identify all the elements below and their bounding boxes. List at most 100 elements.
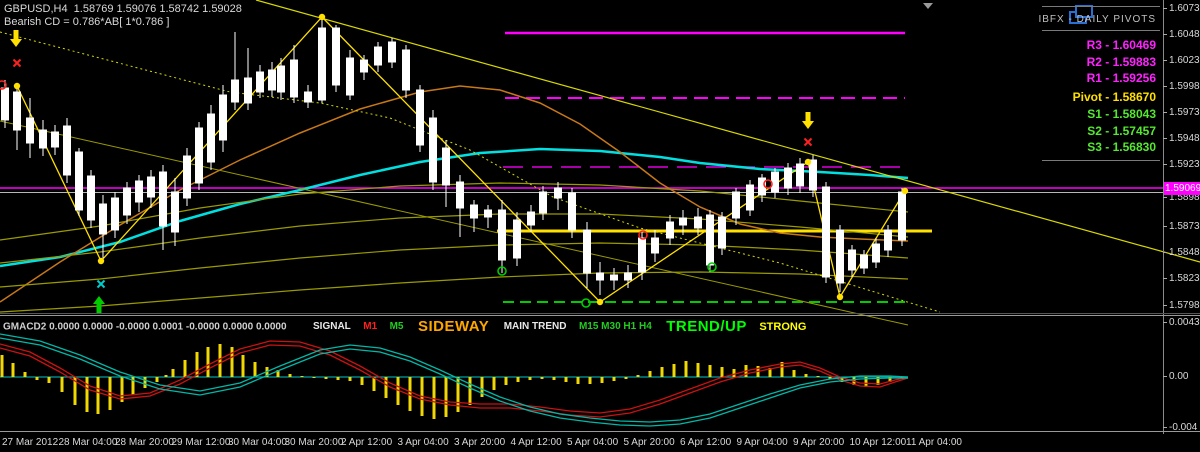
arrow-down-marker [10,30,22,47]
pivot-row-s1: S1 - 1.58043 [1087,107,1156,121]
candle-body [429,117,437,183]
candle-body [718,216,726,249]
histogram-bar [312,377,316,378]
histogram-bar [504,377,508,385]
time-axis-label: 30 Mar 04:00 [228,437,287,448]
histogram-bar [372,377,376,391]
axis-tick [1163,86,1167,87]
panel-separator[interactable] [0,313,1200,314]
candle-body [360,59,368,73]
histogram-bar [660,367,664,377]
candle-body [498,209,506,261]
long-descending-trendline[interactable] [255,0,1200,263]
signal-label: SIGNAL [313,321,351,333]
candle-body [848,249,856,271]
candle-body [679,217,687,226]
time-axis-label: 30 Mar 20:00 [284,437,344,448]
zigzag-dot-marker [97,257,105,265]
time-axis-label: 9 Apr 20:00 [793,437,845,448]
zigzag[interactable] [16,16,906,303]
histogram-bar [60,377,64,392]
pivot-panel-divider [1042,160,1160,161]
time-axis-label: 27 Mar 2012 [2,437,59,448]
pivot-row-r1: R1 - 1.59256 [1086,71,1156,85]
candle-body [244,77,252,104]
candle-body [638,237,646,273]
candle-body [147,176,155,198]
signal-m1: M1 [363,321,378,333]
histogram-bar [540,377,544,379]
descending-dotted-trendline[interactable] [0,31,941,313]
axis-tick [1163,138,1167,139]
histogram-bar [576,377,580,384]
indicator-axis-label: -0.004 [1169,422,1198,433]
signal-circle-marker [0,80,7,90]
histogram-bar [300,376,304,377]
histogram-bar [241,355,245,377]
ribbon-ma-2 [0,213,909,264]
candle-body [171,191,179,233]
histogram-bar [876,377,880,385]
histogram-bar [444,377,448,417]
candle-body [195,127,203,184]
axis-tick [1163,8,1167,9]
histogram-bar [768,368,772,377]
histogram-bar [732,369,736,377]
candle-body [568,192,576,231]
histogram-bar [888,377,892,382]
axis-tick [1163,60,1167,61]
signal-circle-marker [638,230,648,240]
gmacd-values: GMACD2 0.0000 0.0000 -0.0000 0.0001 -0.0… [3,321,287,333]
candle-body [554,187,562,199]
histogram-bar [276,370,280,377]
scroll-end-marker[interactable] [923,3,933,9]
x-marker [803,137,813,147]
zigzag-dot-marker [13,82,21,90]
indicator-header: GMACD2 0.0000 0.0000 -0.0000 0.0001 -0.0… [3,318,806,336]
time-axis-label: 28 Mar 20:00 [115,437,174,448]
candle-body [771,171,779,193]
histogram-bar [636,375,640,377]
time-axis-label: 28 Mar 04:00 [58,437,118,448]
candle-body [388,41,396,63]
candle-body [796,163,804,187]
candle-body [624,272,632,281]
fast-smoothed-ma [0,147,909,268]
panel-separator[interactable] [0,315,1200,316]
candle-body [304,91,312,103]
macd-slow-teal-1 [0,333,909,423]
candle-body [111,197,119,231]
histogram-bar [672,364,676,377]
histogram-bar [336,377,340,380]
signal-markers [0,13,909,313]
indicator-axis-label: 0.00 [1169,371,1189,382]
histogram-bar [456,377,460,412]
histogram-bar [720,367,724,377]
axis-tick [1163,197,1167,198]
pattern-label: Bearish CD = 0.786*AB[ 1*0.786 ] [4,16,170,28]
time-axis-label: 10 Apr 12:00 [849,437,907,448]
current-price-badge: 1.59069 [1164,182,1200,195]
candle-body [332,27,340,86]
candle-body [13,91,21,131]
chart-title-ohlc: GBPUSD,H4 1.58769 1.59076 1.58742 1.5902… [4,3,242,15]
histogram-bar [183,360,187,377]
pivot-row-s3: S3 - 1.56830 [1087,140,1156,154]
horizontal-levels [0,31,1163,303]
axis-tick [1163,305,1167,306]
gmacd-indicator [0,333,909,427]
histogram-bar [516,377,520,382]
candle-body [99,203,107,235]
fan-descending-line[interactable] [0,120,909,326]
axis-tick [1163,226,1167,227]
candle-body [836,229,844,284]
histogram-bar [253,362,257,377]
histogram-bar [780,362,784,377]
candle-body [513,219,521,259]
arrow-up-marker [93,296,105,313]
price-axis-label: 1.59985 [1169,81,1200,92]
histogram-bar [792,370,796,377]
main-trend-label: MAIN TREND [503,321,567,333]
candle-body [256,71,264,93]
